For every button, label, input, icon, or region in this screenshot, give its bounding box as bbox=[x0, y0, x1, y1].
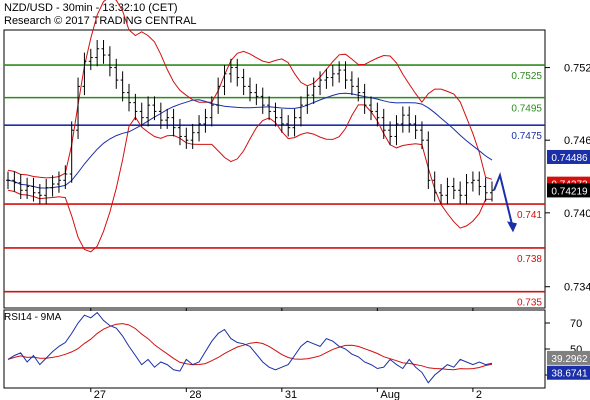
price-badge-label: 0.74486 bbox=[551, 153, 588, 164]
chart-title: NZD/USD - 30min - 13:32:10 (CET) bbox=[4, 2, 178, 14]
x-tick-label: 27 bbox=[94, 389, 106, 400]
x-tick-label: Aug bbox=[380, 389, 400, 400]
level-label: 0.7495 bbox=[511, 104, 542, 115]
level-label: 0.735 bbox=[517, 298, 542, 309]
rsi-tick-label: 70 bbox=[570, 318, 582, 330]
price-panel-frame bbox=[3, 29, 546, 309]
projection-arrow-head bbox=[507, 221, 517, 233]
y-tick-label: 0.7345 bbox=[564, 282, 590, 294]
rsi-line bbox=[7, 311, 493, 384]
level-label: 0.738 bbox=[517, 254, 542, 265]
bollinger-lower-line bbox=[7, 104, 493, 253]
level-label: 0.7475 bbox=[511, 131, 542, 142]
y-tick-label: 0.7404 bbox=[564, 208, 590, 220]
rsi-badge-label: 38.6741 bbox=[551, 369, 588, 380]
x-tick-label: 31 bbox=[285, 389, 297, 400]
copyright-line: Research © 2017 TRADING CENTRAL bbox=[4, 15, 197, 27]
rsi-title: RSI14 - 9MA bbox=[4, 312, 62, 323]
price-badge-label: 0.74219 bbox=[551, 186, 588, 197]
rsi-ma-line bbox=[7, 323, 493, 371]
rsi-ma-badge-label: 39.2962 bbox=[551, 354, 588, 365]
rsi-ma-badge bbox=[547, 350, 590, 365]
y-tick-label: 0.7462 bbox=[564, 135, 590, 147]
moving-average-line bbox=[7, 92, 493, 189]
x-tick-label: 2 bbox=[476, 389, 482, 400]
rsi-badge bbox=[547, 365, 590, 380]
bollinger-upper-line bbox=[7, 0, 493, 180]
level-label: 0.7525 bbox=[511, 71, 542, 82]
x-tick-label: 28 bbox=[189, 389, 201, 400]
price-badge bbox=[547, 183, 590, 198]
rsi-panel-frame bbox=[3, 309, 546, 389]
projection-arrow-line bbox=[493, 171, 513, 225]
level-label: 0.741 bbox=[517, 210, 542, 221]
price-badge bbox=[547, 149, 590, 164]
